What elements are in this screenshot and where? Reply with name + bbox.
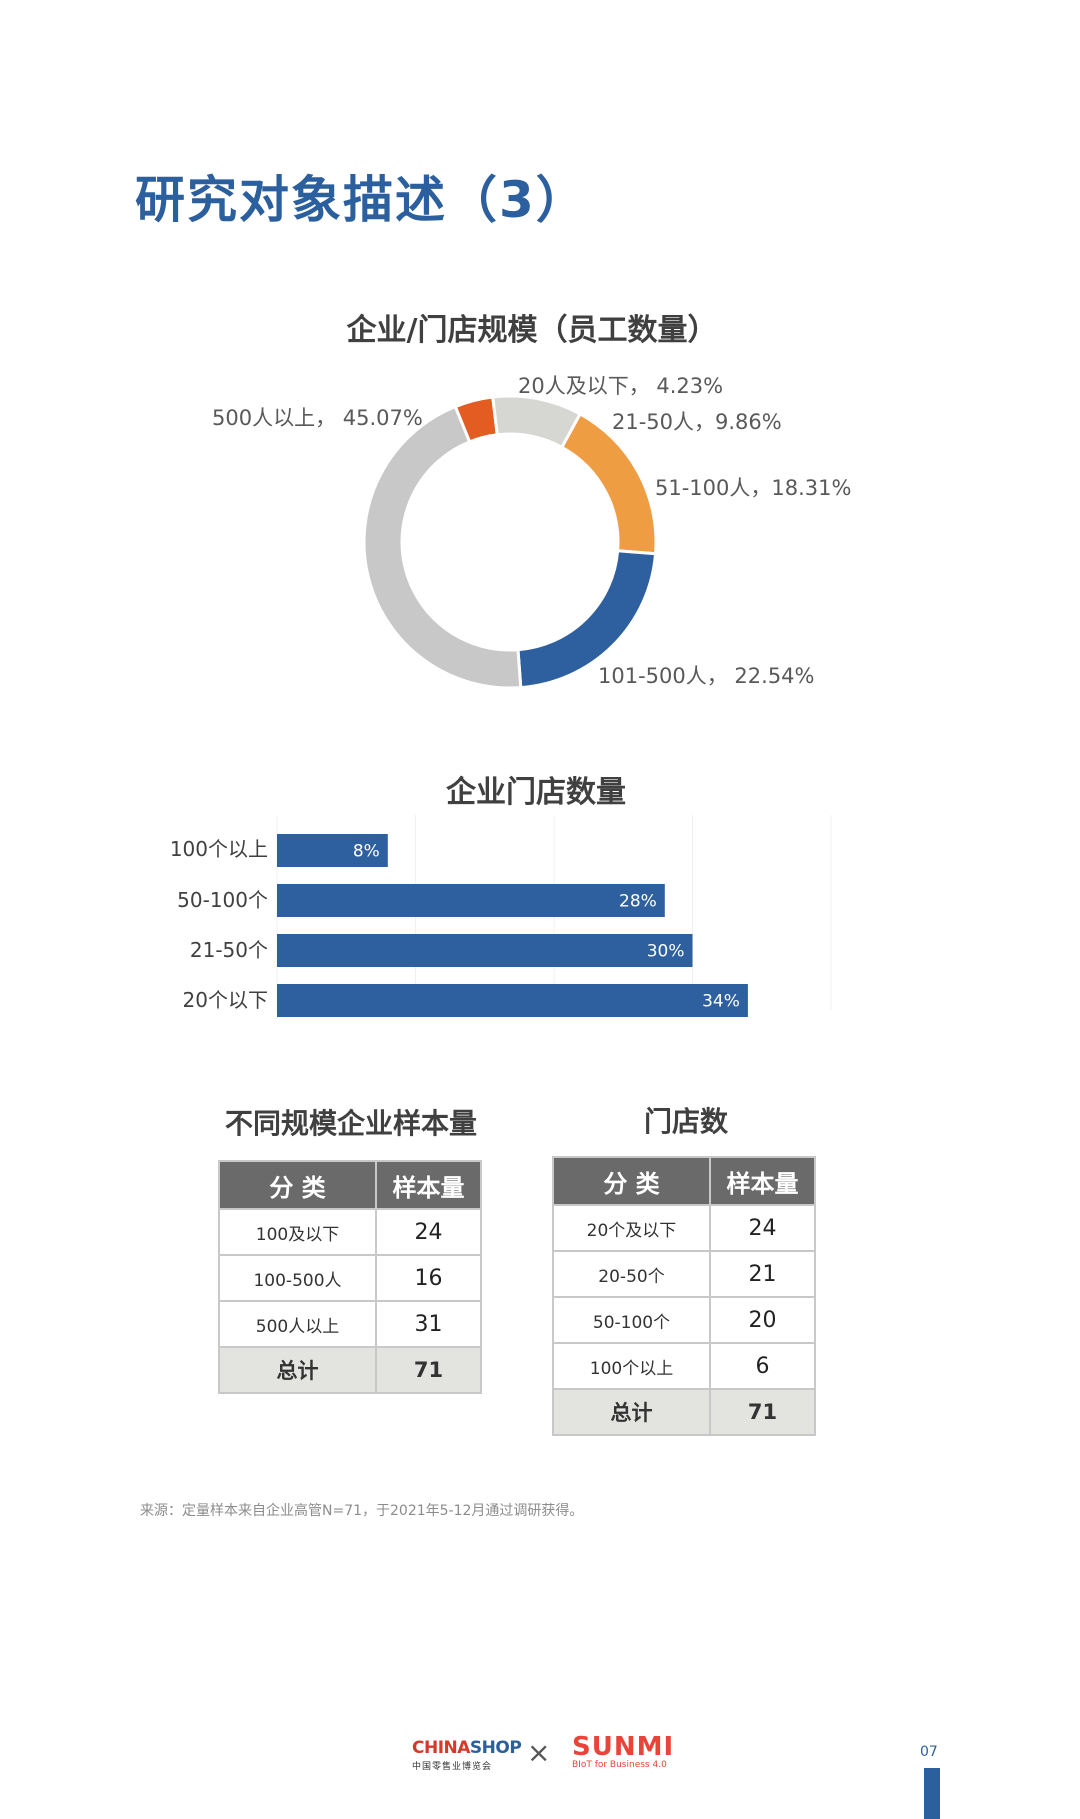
bar-value-label: 8% <box>353 842 380 862</box>
bar-1 <box>277 884 665 917</box>
table-row: 50-100个 20 <box>552 1296 816 1344</box>
bar-value-label: 34% <box>702 992 740 1012</box>
bar-3 <box>277 984 748 1017</box>
table2-cell: 100个以上 <box>552 1342 711 1390</box>
table2-cell: 20个及以下 <box>552 1204 711 1252</box>
donut-label-500-plus: 500人以上， 45.07% <box>212 406 423 430</box>
donut-label-21-50: 21-50人，9.86% <box>612 410 782 434</box>
bar-category-20-or-less: 20个以下 <box>182 988 268 1012</box>
table2-header-category: 分 类 <box>552 1156 711 1206</box>
sunmi-logo: SUNMI BIoT for Business 4.0 <box>572 1734 674 1770</box>
table2-cell: 20 <box>709 1296 816 1344</box>
donut-chart <box>362 394 658 690</box>
donut-label-51-100: 51-100人，18.31% <box>655 476 852 500</box>
page-title: 研究对象描述（3） <box>135 171 588 229</box>
table-row: 500人以上 31 <box>218 1300 482 1348</box>
table2-cell: 6 <box>709 1342 816 1390</box>
table1-cell: 100-500人 <box>218 1254 377 1302</box>
table1-cell: 500人以上 <box>218 1300 377 1348</box>
table2-cell: 20-50个 <box>552 1250 711 1298</box>
table2-cell: 21 <box>709 1250 816 1298</box>
page-accent-bar <box>924 1768 940 1819</box>
table2-total-label: 总计 <box>552 1388 711 1436</box>
table2-cell: 50-100个 <box>552 1296 711 1344</box>
table1-header-category: 分 类 <box>218 1160 377 1210</box>
donut-label-101-500: 101-500人， 22.54% <box>598 664 815 688</box>
separator-icon: × <box>527 1736 551 1769</box>
table2-title: 门店数 <box>643 1105 729 1138</box>
bar-value-label: 28% <box>619 892 657 912</box>
table1-title: 不同规模企业样本量 <box>224 1107 478 1140</box>
bar-category-100-plus: 100个以上 <box>169 837 268 861</box>
table2-total-value: 71 <box>709 1388 816 1436</box>
table2: 分 类 样本量 20个及以下 24 20-50个 21 50-100个 20 1… <box>552 1156 816 1436</box>
sunmi-logo-text: SUNMI <box>572 1732 675 1762</box>
bar-0 <box>277 834 388 867</box>
table1-total-label: 总计 <box>218 1346 377 1394</box>
table-row: 100个以上 6 <box>552 1342 816 1390</box>
chinashop-logo: CHINASHOP 中国零售业博览会 <box>412 1738 522 1772</box>
table2-cell: 24 <box>709 1204 816 1252</box>
table1-cell: 24 <box>375 1208 482 1256</box>
table1-cell: 16 <box>375 1254 482 1302</box>
table-row: 20个及以下 24 <box>552 1204 816 1252</box>
bar-2 <box>277 934 693 967</box>
chinashop-logo-a: CHINA <box>412 1738 470 1758</box>
table1-cell: 31 <box>375 1300 482 1348</box>
bar-category-50-100: 50-100个 <box>177 888 268 912</box>
table-row: 100及以下 24 <box>218 1208 482 1256</box>
bar-value-label: 30% <box>647 942 685 962</box>
table1-total-row: 总计 71 <box>218 1346 482 1394</box>
table-row: 100-500人 16 <box>218 1254 482 1302</box>
chinashop-logo-b: SHOP <box>469 1738 522 1758</box>
table1-total-value: 71 <box>375 1346 482 1394</box>
table1: 分 类 样本量 100及以下 24 100-500人 16 500人以上 31 … <box>218 1160 482 1394</box>
donut-label-20-or-less: 20人及以下， 4.23% <box>518 374 724 398</box>
table1-cell: 100及以下 <box>218 1208 377 1256</box>
bar-category-21-50: 21-50个 <box>189 938 268 962</box>
donut-chart-title: 企业/门店规模（员工数量） <box>346 313 718 348</box>
table2-total-row: 总计 71 <box>552 1388 816 1436</box>
source-note: 来源：定量样本来自企业高管N=71，于2021年5-12月通过调研获得。 <box>140 1503 584 1519</box>
bar-chart: 8% 28% 30% 34% <box>276 815 832 1017</box>
bar-chart-title: 企业门店数量 <box>446 775 626 810</box>
chinashop-logo-sub: 中国零售业博览会 <box>412 1762 493 1772</box>
sunmi-logo-tagline: BIoT for Business 4.0 <box>572 1760 667 1770</box>
table-row: 20-50个 21 <box>552 1250 816 1298</box>
table1-header-sample: 样本量 <box>375 1160 482 1210</box>
donut-slice-500-plus <box>362 404 523 690</box>
table2-header-sample: 样本量 <box>709 1156 816 1206</box>
page-number: 07 <box>920 1744 938 1760</box>
